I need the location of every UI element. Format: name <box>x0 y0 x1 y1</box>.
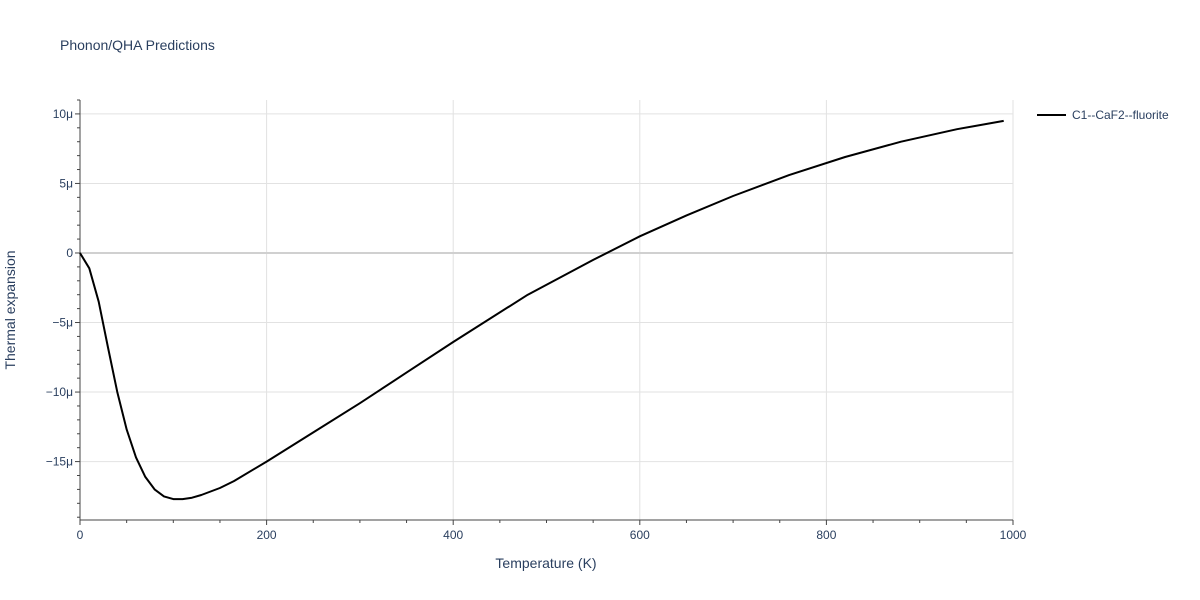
y-tick-label: 0 <box>66 246 73 260</box>
legend[interactable]: C1--CaF2--fluorite <box>1037 108 1169 122</box>
series-line[interactable] <box>79 119 1004 501</box>
x-tick-label: 400 <box>443 528 463 542</box>
x-tick-label: 0 <box>77 528 84 542</box>
y-tick-label: −10μ <box>46 385 73 399</box>
grid-lines <box>80 100 1014 520</box>
x-tick-label: 800 <box>816 528 836 542</box>
x-tick-label: 1000 <box>1000 528 1027 542</box>
y-tick-label: −15μ <box>46 455 73 469</box>
legend-label[interactable]: C1--CaF2--fluorite <box>1072 108 1169 122</box>
x-tick-label: 200 <box>257 528 277 542</box>
series-lines[interactable] <box>79 119 1004 501</box>
y-tick-label: 5μ <box>59 176 73 190</box>
y-axis-title: Thermal expansion <box>2 250 18 369</box>
y-tick-label: −5μ <box>52 316 73 330</box>
x-axis-title: Temperature (K) <box>495 555 596 571</box>
tick-labels: 0 200 400 600 800 1000 10μ 5μ 0 −5μ −10μ −15μ <box>46 107 1027 542</box>
x-tick-label: 600 <box>630 528 650 542</box>
y-tick-label: 10μ <box>53 107 73 121</box>
chart-title: Phonon/QHA Predictions <box>60 37 215 53</box>
axes <box>75 99 1014 525</box>
